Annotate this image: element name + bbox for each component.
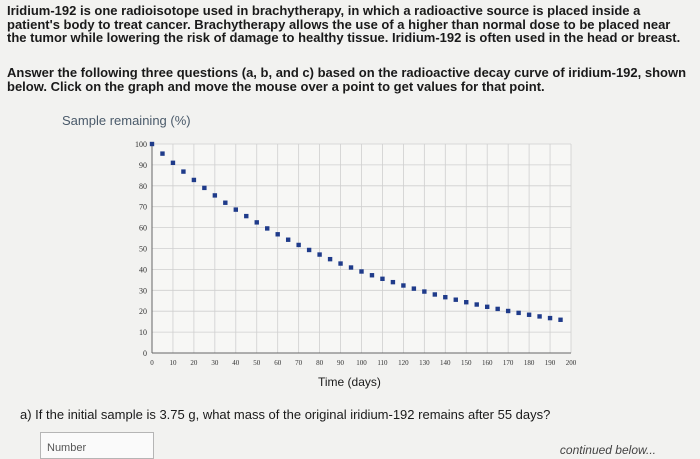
- data-point[interactable]: [485, 304, 490, 310]
- x-tick-label: 120: [398, 359, 409, 367]
- chart-axes: [151, 144, 571, 354]
- data-point[interactable]: [369, 273, 375, 278]
- data-point[interactable]: [558, 317, 563, 322]
- instructions-paragraph: Answer the following three questions (a,…: [7, 65, 687, 94]
- data-point[interactable]: [495, 306, 500, 312]
- data-point[interactable]: [464, 300, 469, 305]
- data-point[interactable]: [453, 297, 458, 302]
- x-tick-label: 200: [566, 359, 577, 367]
- y-tick-label: 90: [139, 161, 147, 170]
- x-tick-label: 100: [356, 359, 367, 367]
- x-tick-label: 160: [482, 359, 493, 367]
- data-point[interactable]: [547, 315, 553, 321]
- data-point[interactable]: [317, 252, 322, 257]
- y-tick-label: 10: [139, 328, 147, 337]
- y-axis-title: Sample remaining (%): [62, 113, 191, 128]
- data-point[interactable]: [233, 207, 238, 212]
- data-point[interactable]: [401, 283, 406, 288]
- x-tick-label: 60: [274, 359, 282, 367]
- data-point[interactable]: [338, 261, 343, 266]
- data-point[interactable]: [296, 242, 301, 248]
- data-point[interactable]: [474, 302, 479, 307]
- answer-number-input[interactable]: [40, 432, 154, 459]
- x-tick-label: 190: [545, 359, 556, 367]
- x-tick-label: 150: [461, 359, 472, 367]
- question-a: a) If the initial sample is 3.75 g, what…: [20, 407, 551, 422]
- data-point[interactable]: [160, 151, 165, 156]
- data-point[interactable]: [254, 220, 259, 225]
- data-point[interactable]: [359, 269, 364, 274]
- chart-tick-labels: 0 10 20 30 40 50 60 70 80 90 100 0 10 20 30 40 50 60 70 80 9…: [135, 140, 577, 367]
- y-tick-label: 100: [135, 140, 147, 149]
- y-tick-label: 20: [139, 307, 147, 316]
- data-point[interactable]: [516, 310, 521, 316]
- x-tick-label: 80: [316, 359, 324, 367]
- data-point[interactable]: [265, 226, 270, 231]
- data-point[interactable]: [212, 193, 218, 198]
- data-point[interactable]: [202, 185, 207, 191]
- data-point[interactable]: [505, 308, 511, 314]
- x-tick-label: 70: [295, 359, 303, 367]
- data-point[interactable]: [443, 294, 448, 300]
- x-tick-label: 90: [337, 359, 345, 367]
- x-tick-label: 170: [503, 359, 514, 367]
- data-point[interactable]: [327, 256, 333, 262]
- data-point[interactable]: [390, 279, 396, 285]
- data-point[interactable]: [422, 289, 427, 294]
- data-point[interactable]: [348, 265, 354, 270]
- data-point[interactable]: [306, 247, 312, 253]
- x-tick-label: 40: [232, 359, 240, 367]
- x-axis-title: Time (days): [318, 375, 381, 389]
- data-point[interactable]: [285, 237, 291, 242]
- y-tick-label: 40: [139, 265, 147, 274]
- data-point[interactable]: [380, 276, 385, 282]
- data-point[interactable]: [191, 177, 197, 183]
- data-point[interactable]: [537, 314, 542, 319]
- x-tick-label: 130: [419, 359, 430, 367]
- chart-grid: [151, 143, 572, 354]
- data-point[interactable]: [411, 286, 417, 291]
- y-tick-label: 30: [139, 286, 147, 295]
- y-tick-label: 50: [139, 245, 147, 254]
- continued-below-text: continued below...: [559, 443, 656, 457]
- x-tick-label: 30: [211, 359, 219, 367]
- chart-points: [149, 141, 563, 322]
- x-tick-label: 140: [440, 359, 451, 367]
- x-tick-label: 50: [253, 359, 261, 367]
- y-tick-label: 60: [139, 224, 147, 233]
- data-point[interactable]: [526, 312, 532, 317]
- data-point[interactable]: [275, 232, 280, 237]
- x-tick-label: 180: [524, 359, 535, 367]
- y-tick-label: 70: [139, 203, 147, 212]
- data-point[interactable]: [223, 200, 228, 205]
- y-tick-label: 0: [143, 349, 147, 358]
- y-tick-label: 80: [139, 182, 147, 191]
- x-tick-label: 0: [150, 359, 154, 367]
- data-point[interactable]: [149, 141, 155, 147]
- data-point[interactable]: [170, 160, 176, 166]
- x-tick-label: 20: [190, 359, 198, 367]
- intro-paragraph: Iridium-192 is one radioisotope used in …: [7, 3, 681, 45]
- data-point[interactable]: [244, 213, 249, 219]
- x-tick-label: 10: [169, 359, 177, 367]
- x-tick-label: 110: [377, 359, 388, 367]
- data-point[interactable]: [432, 292, 438, 297]
- data-point[interactable]: [181, 169, 186, 174]
